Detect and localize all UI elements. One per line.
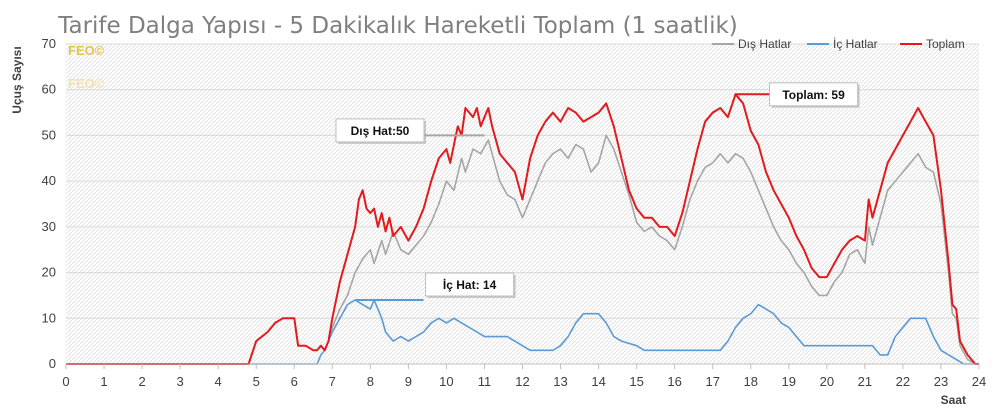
callouts: Dış Hat:50 İç Hat: 14 Toplam: 59 xyxy=(335,82,860,301)
series-lines xyxy=(66,93,979,365)
x-tick-label: 7 xyxy=(329,374,336,389)
x-tick-label: 22 xyxy=(896,374,910,389)
x-tick-label: 2 xyxy=(138,374,145,389)
x-tick-label: 5 xyxy=(253,374,260,389)
x-tick-label: 18 xyxy=(744,374,758,389)
y-tick-label: 20 xyxy=(42,265,56,280)
x-tick-label: 20 xyxy=(820,374,834,389)
x-tick-label: 0 xyxy=(62,374,69,389)
callout-box xyxy=(769,82,859,107)
callout-box xyxy=(425,272,515,297)
y-tick-label: 50 xyxy=(42,127,56,142)
x-tick-label: 1 xyxy=(100,374,107,389)
watermark-text: FEO© xyxy=(68,43,105,58)
legend-label-dis-hatlar: Dış Hatlar xyxy=(738,37,791,51)
callout-label: Toplam: 59 xyxy=(782,88,845,102)
chart-title: Tarife Dalga Yapısı - 5 Dakikalık Hareke… xyxy=(57,13,738,39)
x-tick-label: 4 xyxy=(215,374,222,389)
y-tick-label: 40 xyxy=(42,173,56,188)
x-axis-label: Saat xyxy=(941,393,966,407)
x-tick-label: 17 xyxy=(705,374,719,389)
y-tick-label: 60 xyxy=(42,82,56,97)
y-tick-label: 10 xyxy=(42,310,56,325)
y-tick-label: 30 xyxy=(42,219,56,234)
x-tick-label: 21 xyxy=(858,374,872,389)
x-tick-label: 8 xyxy=(367,374,374,389)
callout-box xyxy=(335,118,425,143)
x-tick-label: 15 xyxy=(629,374,643,389)
x-tick-label: 9 xyxy=(405,374,412,389)
y-tick-label: 0 xyxy=(49,356,56,371)
y-axis-label: Uçuş Sayısı xyxy=(10,46,24,113)
series-line-toplam xyxy=(66,93,979,365)
x-tick-label: 24 xyxy=(972,374,986,389)
x-tick-label: 19 xyxy=(782,374,796,389)
x-tick-label: 3 xyxy=(177,374,184,389)
callout-label: İç Hat: 14 xyxy=(443,277,497,292)
x-tick-label: 14 xyxy=(591,374,605,389)
series-line-dis-hatlar xyxy=(66,134,979,365)
callout-label: Dış Hat:50 xyxy=(351,124,410,138)
x-tick-label: 16 xyxy=(667,374,681,389)
legend: Dış Hatlar İç Hatlar Toplam xyxy=(712,37,965,51)
x-tick-label: 6 xyxy=(291,374,298,389)
legend-label-toplam: Toplam xyxy=(926,37,965,51)
series-line-ic-hatlar xyxy=(66,299,979,365)
x-tick-label: 11 xyxy=(478,374,492,389)
watermark-text: FEO© xyxy=(68,76,105,91)
legend-label-ic-hatlar: İç Hatlar xyxy=(833,37,878,51)
y-tick-label: 70 xyxy=(42,36,56,51)
watermarks: FEO© FEO© xyxy=(68,43,105,91)
x-tick-label: 23 xyxy=(934,374,948,389)
x-tick-label: 12 xyxy=(515,374,529,389)
x-tick-label: 13 xyxy=(553,374,567,389)
x-tick-label: 10 xyxy=(439,374,453,389)
